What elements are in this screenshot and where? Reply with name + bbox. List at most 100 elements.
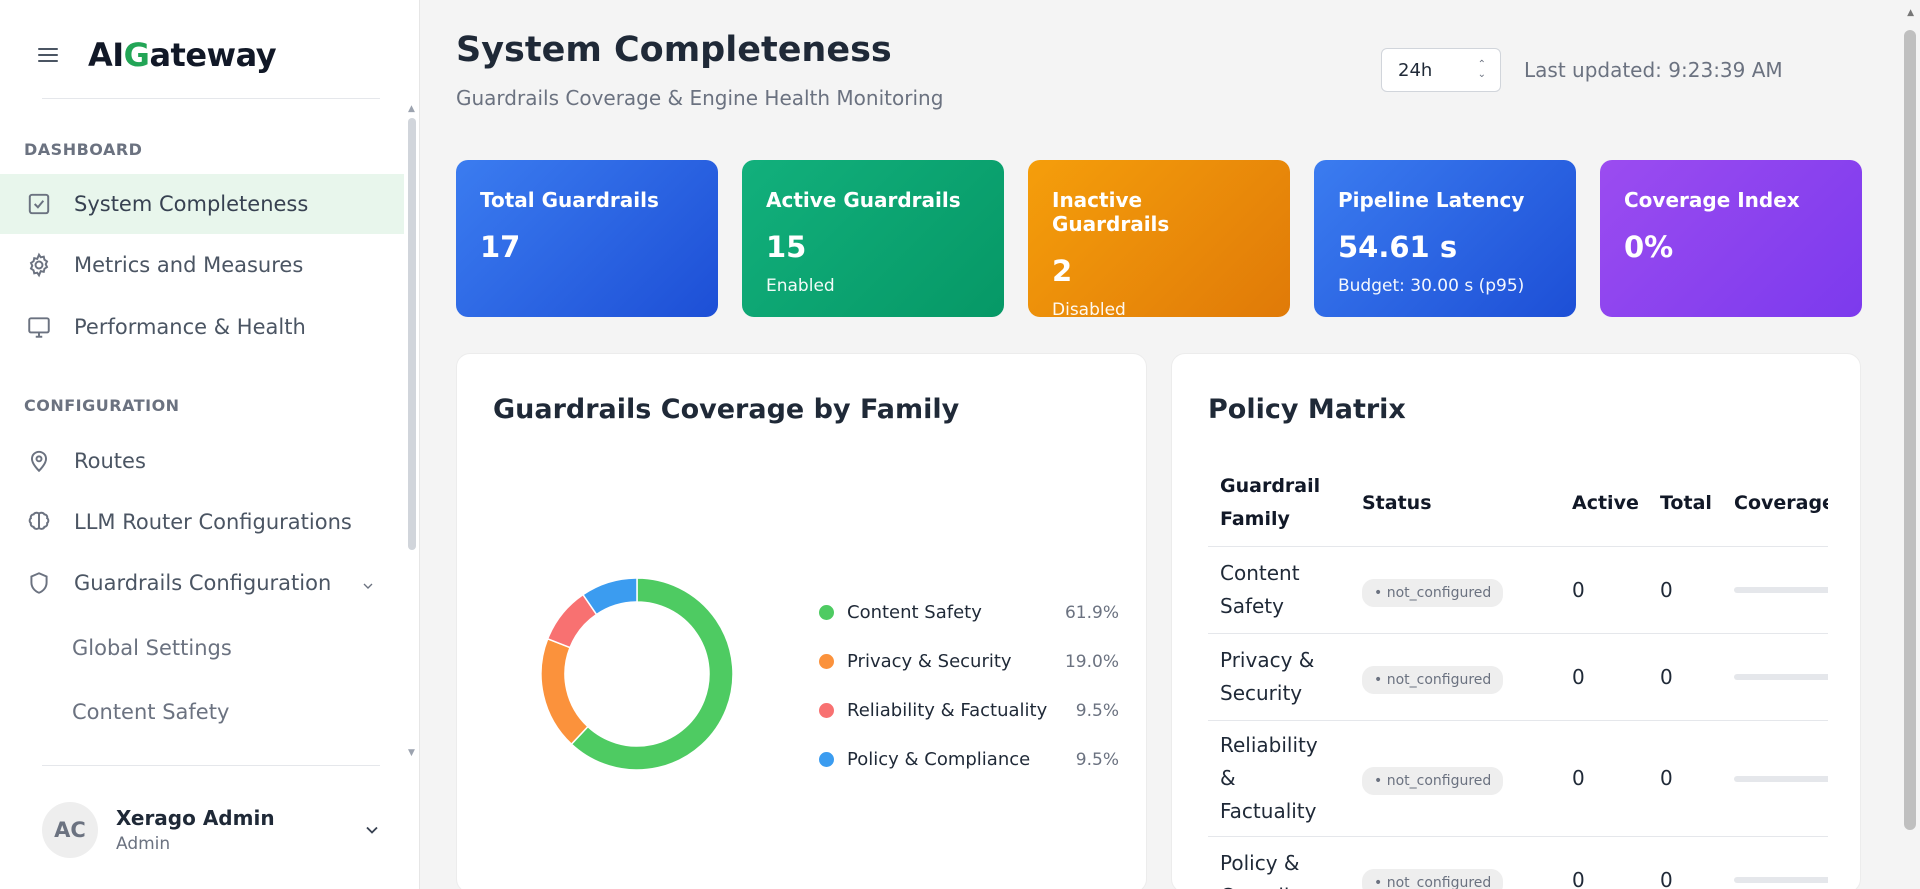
active-cell: 0 [1560,720,1648,837]
scroll-up-arrow[interactable]: ▲ [1907,8,1914,18]
user-menu[interactable]: AC Xerago Admin Admin [42,802,382,858]
stat-card-title: Coverage Index [1624,188,1800,212]
family-cell: Policy & Compliance [1208,836,1350,889]
donut-slice[interactable] [540,637,589,746]
legend-item[interactable]: Policy & Compliance 9.5% [819,735,1119,784]
status-badge: • not_configured [1362,767,1504,795]
divider [42,98,380,99]
chevron-down-icon[interactable] [362,820,382,844]
gear-icon [26,252,52,278]
donut-slice[interactable] [570,577,734,771]
stat-card: Inactive Guardrails 2 Disabled [1028,160,1290,320]
menu-icon[interactable] [38,48,58,62]
legend-dot [819,654,834,669]
avatar: AC [42,802,98,858]
legend-dot [819,752,834,767]
coverage-cell [1722,633,1828,721]
legend-label: Content Safety [847,602,982,623]
brand: AIGateway [38,36,277,74]
policy-matrix: Guardrail Family Status Active Total Coverag… [1208,460,1828,889]
sidebar-item-label: Global Settings [72,636,232,660]
status-badge: • not_configured [1362,665,1504,694]
legend-item[interactable]: Content Safety 61.9% [819,588,1119,637]
stat-card-title: Pipeline Latency [1338,188,1525,212]
legend-label: Reliability & Factuality [847,700,1048,721]
page-scrollbar[interactable] [1904,30,1916,830]
legend-value: 19.0% [1064,651,1119,672]
stat-card-title: Inactive Guardrails [1052,188,1170,236]
coverage-bar [1734,877,1828,884]
legend-item[interactable]: Reliability & Factuality 9.5% [819,686,1119,735]
panel-title: Policy Matrix [1208,394,1406,425]
sidebar-scrollbar[interactable] [408,118,416,550]
brain-icon [26,509,52,535]
sidebar-item-performance[interactable]: Performance & Health [0,297,404,357]
divider [42,765,380,766]
configuration-section-title: CONFIGURATION [24,396,180,415]
status-badge: • not_configured [1362,578,1504,607]
stat-card: Active Guardrails 15 Enabled [742,160,1004,317]
table-row: Content Safety • not_configured 0 0 [1208,546,1828,634]
stat-card-value: 17 [480,230,521,264]
user-name: Xerago Admin [116,806,275,830]
panel-title: Guardrails Coverage by Family [493,394,960,425]
coverage-bar [1734,775,1828,782]
column-header: Active [1572,491,1639,514]
sidebar-item-label: Guardrails Configuration [74,571,332,595]
sidebar: AIGateway DASHBOARD System Completeness … [0,0,420,889]
coverage-cell [1722,546,1828,634]
sidebar-item-metrics[interactable]: Metrics and Measures [0,235,404,295]
legend-dot [819,605,834,620]
sidebar-item-global-settings[interactable]: Global Settings [0,618,404,678]
column-header: Guardrail Family [1220,475,1321,530]
active-cell: 0 [1560,546,1648,634]
stat-card-subtitle: Disabled [1052,300,1126,320]
sidebar-item-label: LLM Router Configurations [74,510,352,534]
shield-icon [26,570,52,596]
stat-card: Total Guardrails 17 [456,160,718,317]
sidebar-item-routes[interactable]: Routes [0,431,404,491]
total-cell: 0 [1648,836,1722,889]
sidebar-item-system-completeness[interactable]: System Completeness [0,174,404,234]
sidebar-item-llm-router[interactable]: LLM Router Configurations [0,492,404,552]
stat-card-value: 54.61 s [1338,230,1458,264]
total-cell: 0 [1648,633,1722,721]
sidebar-item-label: Routes [74,449,146,473]
status-badge: • not_configured [1362,868,1504,889]
time-range-select[interactable]: 24h ⌃ ⌄ [1381,48,1501,92]
logo[interactable]: AIGateway [88,36,277,74]
chevron-down-icon[interactable] [360,575,376,599]
legend-value: 9.5% [1075,749,1119,770]
table-row: Reliability & Factuality • not_configured… [1208,720,1828,837]
status-cell: • not_configured [1350,633,1560,721]
map-pin-icon [26,448,52,474]
time-range-value: 24h [1398,59,1433,81]
coverage-panel: Guardrails Coverage by Family Content Sa… [456,353,1147,889]
stat-card-value: 0% [1624,230,1674,264]
sidebar-item-guardrails-config[interactable]: Guardrails Configuration [0,553,404,613]
legend-value: 9.5% [1075,700,1119,721]
chart-legend: Content Safety 61.9% Privacy & Security 19.… [819,588,1119,784]
legend-dot [819,703,834,718]
stat-card: Coverage Index 0% [1600,160,1862,317]
stat-card-value: 2 [1052,254,1073,288]
sidebar-item-label: Performance & Health [74,315,306,339]
stat-card: Pipeline Latency 54.61 s Budget: 30.00 s (… [1314,160,1576,317]
page-title: System Completeness [456,30,892,70]
legend-value: 61.9% [1064,602,1119,623]
stat-card-subtitle: Enabled [766,276,835,296]
column-header: Status [1362,491,1432,514]
sidebar-item-content-safety[interactable]: Content Safety [0,682,404,742]
scroll-down-arrow[interactable]: ▼ [408,748,415,758]
donut-slice[interactable] [581,577,638,616]
monitor-icon [26,314,52,340]
legend-item[interactable]: Privacy & Security 19.0% [819,637,1119,686]
active-cell: 0 [1560,836,1648,889]
scroll-up-arrow[interactable]: ▲ [408,104,415,114]
stat-card-title: Total Guardrails [480,188,659,212]
table-body: Content Safety • not_configured 0 0 Privacy … [1208,546,1828,889]
column-header: Coverage [1734,491,1828,514]
legend-label: Policy & Compliance [847,749,1031,770]
sidebar-item-label: Content Safety [72,700,230,724]
stat-card-value: 15 [766,230,807,264]
